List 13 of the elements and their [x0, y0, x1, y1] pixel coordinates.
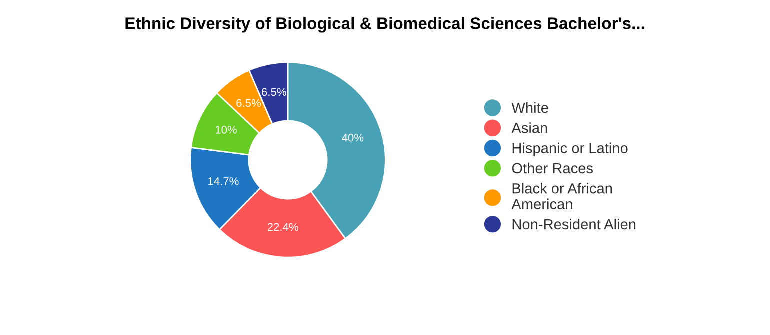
data-label: 6.5%	[236, 99, 262, 108]
data-label: 40%	[342, 134, 364, 142]
data-label: 14.7%	[208, 178, 239, 186]
legend-label: Asian	[512, 122, 548, 134]
chart-title: Ethnic Diversity of Biological & Biomedical Sciences Bachelor's...	[126, 17, 644, 33]
data-label: 10%	[216, 126, 237, 134]
legend-label: Hispanic or Latino	[512, 142, 628, 156]
legend-label: Other Races	[512, 162, 593, 174]
legend-label: White	[512, 102, 548, 114]
legend-label: Non-Resident Alien	[512, 218, 636, 230]
data-label: 6.5%	[262, 88, 286, 96]
data-label: 22.4%	[268, 223, 298, 232]
legend-label: Black or African American	[512, 183, 612, 210]
